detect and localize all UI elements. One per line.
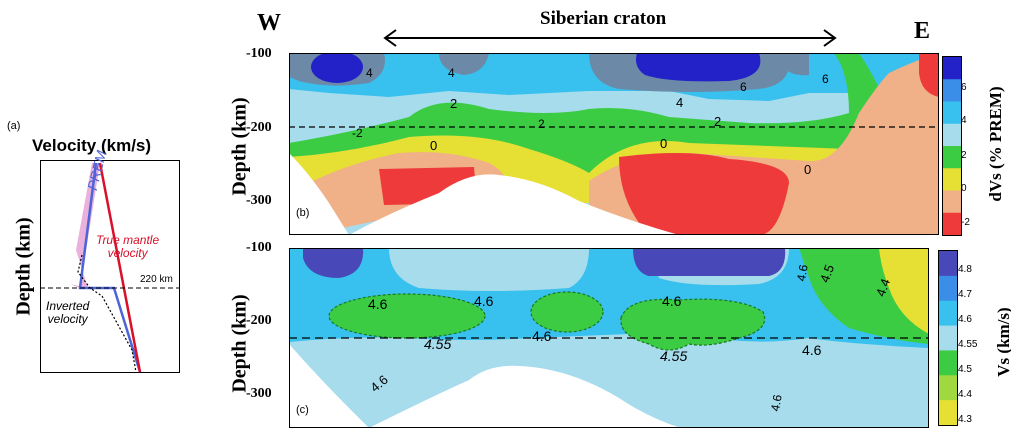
panel-b-contour-2: 4 [448,66,455,80]
panel-b-colorbar-swatch [943,57,961,80]
panel-c-low-velocity-1 [328,293,486,339]
panel-c-colorbar-swatch [939,375,957,401]
panel-c-mask [289,344,369,428]
panel-a-title: Velocity (km/s) [32,136,152,155]
panel-c-cbar-tick-4.6: 4.6 [958,314,972,325]
panel-c-cbar-label: Vs (km/s) [994,307,1011,377]
panel-b-contour-12: 6 [822,72,829,86]
panel-c-cbar-tick-4.8: 4.8 [958,264,972,275]
panel-b-colorbar-swatch [943,190,961,214]
panel-a-label: (a) [7,120,21,132]
west-label: W [257,10,281,36]
panel-b-tomography [289,53,939,235]
panel-c-ytick-200: -200 [246,313,272,328]
panel-c-contour-5: 4.6 [532,328,552,344]
true-velocity-line [98,162,142,373]
panel-c-contour-10: 4.6 [794,263,811,283]
panel-b-ytick-300: -300 [246,193,272,208]
inverted-velocity-label-line1: Inverted [46,299,90,313]
panel-b-colorbar-border [942,56,962,236]
east-label: E [914,18,931,44]
panel-c-cbar-tick-4.7: 4.7 [958,289,972,300]
panel-c-label: (c) [296,404,309,416]
panel-c-contour-2: 4.6 [474,293,494,309]
panel-c-colorbar [938,250,958,426]
panel-a: (a) Velocity (km/s) Depth (km) PREM True… [0,0,200,432]
panel-c-contour-4: 4.55 [424,336,452,352]
panel-c-cbar-tick-4.5: 4.5 [958,364,972,375]
panel-c-low-velocity-3 [620,298,766,351]
panel-b-colorbar-swatch [943,146,961,169]
panel-b-contour-11: -2 [352,126,363,140]
craton-label: Siberian craton [540,8,667,29]
panel-b-cbar-tick-4: 4 [961,115,967,126]
panel-b-contour-7: 0 [430,138,438,153]
panel-c-low-velocity-2 [530,291,604,333]
panel-b-colorbar-swatch [943,79,961,102]
panel-b-cbar-label: dVs (% PREM) [986,86,1005,202]
panel-c-colorbar-swatch [939,350,957,376]
panel-c-colorbar-swatch [939,325,957,351]
panel-c-contour-9: 4.6 [768,393,785,413]
panel-b-mask [289,153,349,235]
panel-c-cbar-tick-4.3: 4.3 [958,414,972,425]
panel-c-ytick-100: -100 [246,240,272,255]
panel-c-colorbar-swatch [939,400,957,426]
panel-b-cbar-tick-2: 2 [961,150,967,161]
inverted-velocity-line [77,254,137,373]
panel-b-contour-4: 2 [450,96,458,111]
craton-extent-arrow [383,29,837,47]
panel-b-contour-10: 6 [740,80,747,94]
panel-c-contour-3: 4.6 [662,293,682,309]
panel-c-contour-1: 4.6 [368,296,388,312]
panel-c-colorbar-swatch [939,251,957,277]
panel-b-ytick-100: -100 [246,46,272,61]
panel-c-colorbar-border [938,250,958,426]
panel-b-cbar-tick-0: 0 [961,183,967,194]
panel-c-cbar-tick-4.55: 4.55 [958,339,978,350]
panel-b-colorbar-swatch [943,101,961,125]
panel-c-contour-6: 4.55 [660,348,688,364]
panel-c-colorbar-swatch [939,275,957,302]
panel-b-colorbar-swatch [943,168,961,191]
true-velocity-label-line1: True mantle [96,233,160,247]
panel-b-colorbar [942,56,962,236]
panel-b-ytick-200: -200 [246,120,272,135]
panel-a-ylabel: Depth (km) [12,217,35,316]
inverted-velocity-label: Inverted velocity [46,300,89,326]
panel-b-colorbar-swatch [943,123,961,147]
panel-c-ytick-300: -300 [246,386,272,401]
true-velocity-label: True mantle velocity [96,234,159,260]
panel-c-cbar-tick-4.4: 4.4 [958,389,972,400]
panel-b-label: (b) [296,207,310,219]
velocity-profile-plot [40,160,180,373]
panel-c-contour-7: 4.6 [802,342,822,358]
panel-b-contour-1: 4 [366,66,373,80]
panel-c-colorbar-swatch [939,300,957,327]
panel-b-contour-6: 2 [538,117,545,131]
panel-b-contour-8: 0 [660,136,668,151]
inverted-velocity-label-line2: velocity [47,312,88,326]
panel-b-contour-5: 2 [714,114,722,129]
panel-b-contour-3: 4 [676,95,684,110]
panel-b-ylabel: Depth (km) [228,97,251,196]
panel-b-colorbar-swatch [943,212,961,236]
panel-c-tomography [289,248,929,428]
panel-b-cbar-tick-neg2: -2 [961,217,970,228]
true-velocity-label-line2: velocity [107,246,148,260]
panel-b-cbar-tick-6: 6 [961,82,967,93]
depth-220-label: 220 km [140,274,173,285]
panel-b-contour-9: 0 [804,162,812,177]
